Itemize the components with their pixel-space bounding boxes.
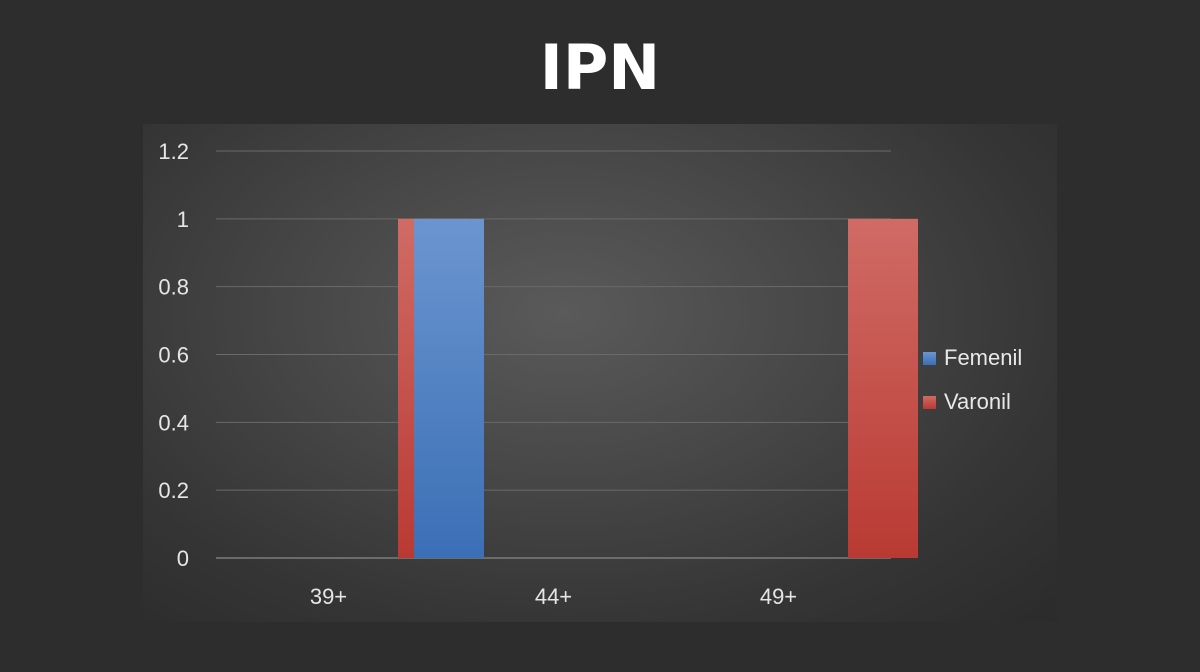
y-tick-label: 0.4	[158, 410, 189, 435]
legend-swatch-femenil	[923, 351, 936, 365]
y-tick-label: 0.6	[158, 343, 189, 368]
x-tick-label: 49+	[760, 584, 797, 609]
x-tick-label: 44+	[535, 584, 572, 609]
bars	[398, 218, 918, 558]
y-tick-label: 0.8	[158, 275, 189, 300]
y-tick-label: 1	[177, 207, 189, 232]
y-tick-label: 0	[177, 546, 189, 571]
y-axis-ticks: 0 0.2 0.4 0.6 0.8 1 1.2	[158, 139, 189, 571]
gridlines	[216, 150, 891, 559]
bar-femenil-44plus	[414, 218, 484, 558]
legend-label-varonil: Varonil	[944, 389, 1011, 414]
y-tick-label: 1.2	[158, 139, 189, 164]
x-axis-ticks: 39+ 44+ 49+	[310, 584, 797, 609]
legend-swatch-varonil	[923, 395, 936, 409]
slide-title: IPN	[539, 31, 661, 104]
bar-varonil-49plus	[848, 218, 918, 558]
legend-label-femenil: Femenil	[944, 345, 1023, 370]
x-tick-label: 39+	[310, 584, 347, 609]
bar-chart: 0 0.2 0.4 0.6 0.8 1 1.2 39+ 44+ 49+	[158, 139, 918, 609]
y-tick-label: 0.2	[158, 478, 189, 503]
chart-legend: Femenil Varonil	[923, 336, 1053, 424]
legend-item-femenil[interactable]: Femenil	[923, 336, 1053, 380]
chart-panel: 0 0.2 0.4 0.6 0.8 1 1.2 39+ 44+ 49+ Femenil Varo…	[143, 124, 1057, 622]
legend-item-varonil[interactable]: Varonil	[923, 380, 1053, 424]
